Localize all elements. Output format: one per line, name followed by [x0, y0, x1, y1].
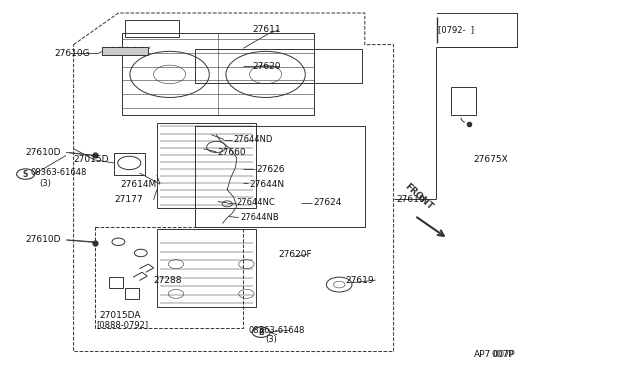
- Text: 27610D: 27610D: [26, 235, 61, 244]
- Text: 27015DA: 27015DA: [99, 311, 141, 320]
- Bar: [157, 123, 256, 208]
- Bar: [102, 46, 148, 55]
- Bar: [125, 288, 139, 299]
- Bar: [109, 277, 123, 288]
- Text: 27660: 27660: [218, 148, 246, 157]
- Bar: [157, 229, 256, 307]
- Text: [0888-0792]: [0888-0792]: [96, 320, 148, 329]
- Text: 27177: 27177: [114, 195, 143, 204]
- Text: 27611: 27611: [253, 25, 282, 34]
- Text: (3): (3): [266, 335, 278, 344]
- Bar: [122, 33, 314, 115]
- Text: 27015D: 27015D: [74, 155, 109, 164]
- Text: 27620: 27620: [253, 62, 282, 71]
- Text: 007P: 007P: [492, 350, 514, 359]
- Text: 27644N: 27644N: [250, 180, 285, 189]
- Text: 27614M: 27614M: [120, 180, 157, 189]
- Text: 27675X: 27675X: [474, 155, 508, 164]
- Text: 27620F: 27620F: [278, 250, 312, 259]
- Bar: [125, 20, 179, 37]
- Text: S: S: [23, 170, 28, 179]
- Text: 08363-61648: 08363-61648: [248, 326, 305, 335]
- Bar: [451, 87, 476, 115]
- Text: 27644NB: 27644NB: [240, 213, 279, 222]
- Text: [0792-  ]: [0792- ]: [438, 25, 474, 34]
- Text: 27288: 27288: [154, 276, 182, 285]
- Text: 27610: 27610: [397, 195, 426, 203]
- Text: 27626: 27626: [256, 165, 285, 174]
- Bar: [114, 153, 145, 175]
- Text: (3): (3): [40, 179, 52, 187]
- Text: 27644NC: 27644NC: [237, 198, 276, 207]
- Text: 27610D: 27610D: [26, 148, 61, 157]
- Text: 27624: 27624: [314, 198, 342, 207]
- Text: AP7: AP7: [474, 350, 491, 359]
- Text: ·007P: ·007P: [492, 350, 515, 359]
- Text: 27619: 27619: [346, 276, 374, 285]
- Text: FRONT: FRONT: [403, 182, 435, 212]
- Text: 27610G: 27610G: [54, 49, 90, 58]
- Text: 27644ND: 27644ND: [234, 135, 273, 144]
- Text: B: B: [259, 328, 264, 337]
- Text: 08363-61648: 08363-61648: [30, 169, 86, 177]
